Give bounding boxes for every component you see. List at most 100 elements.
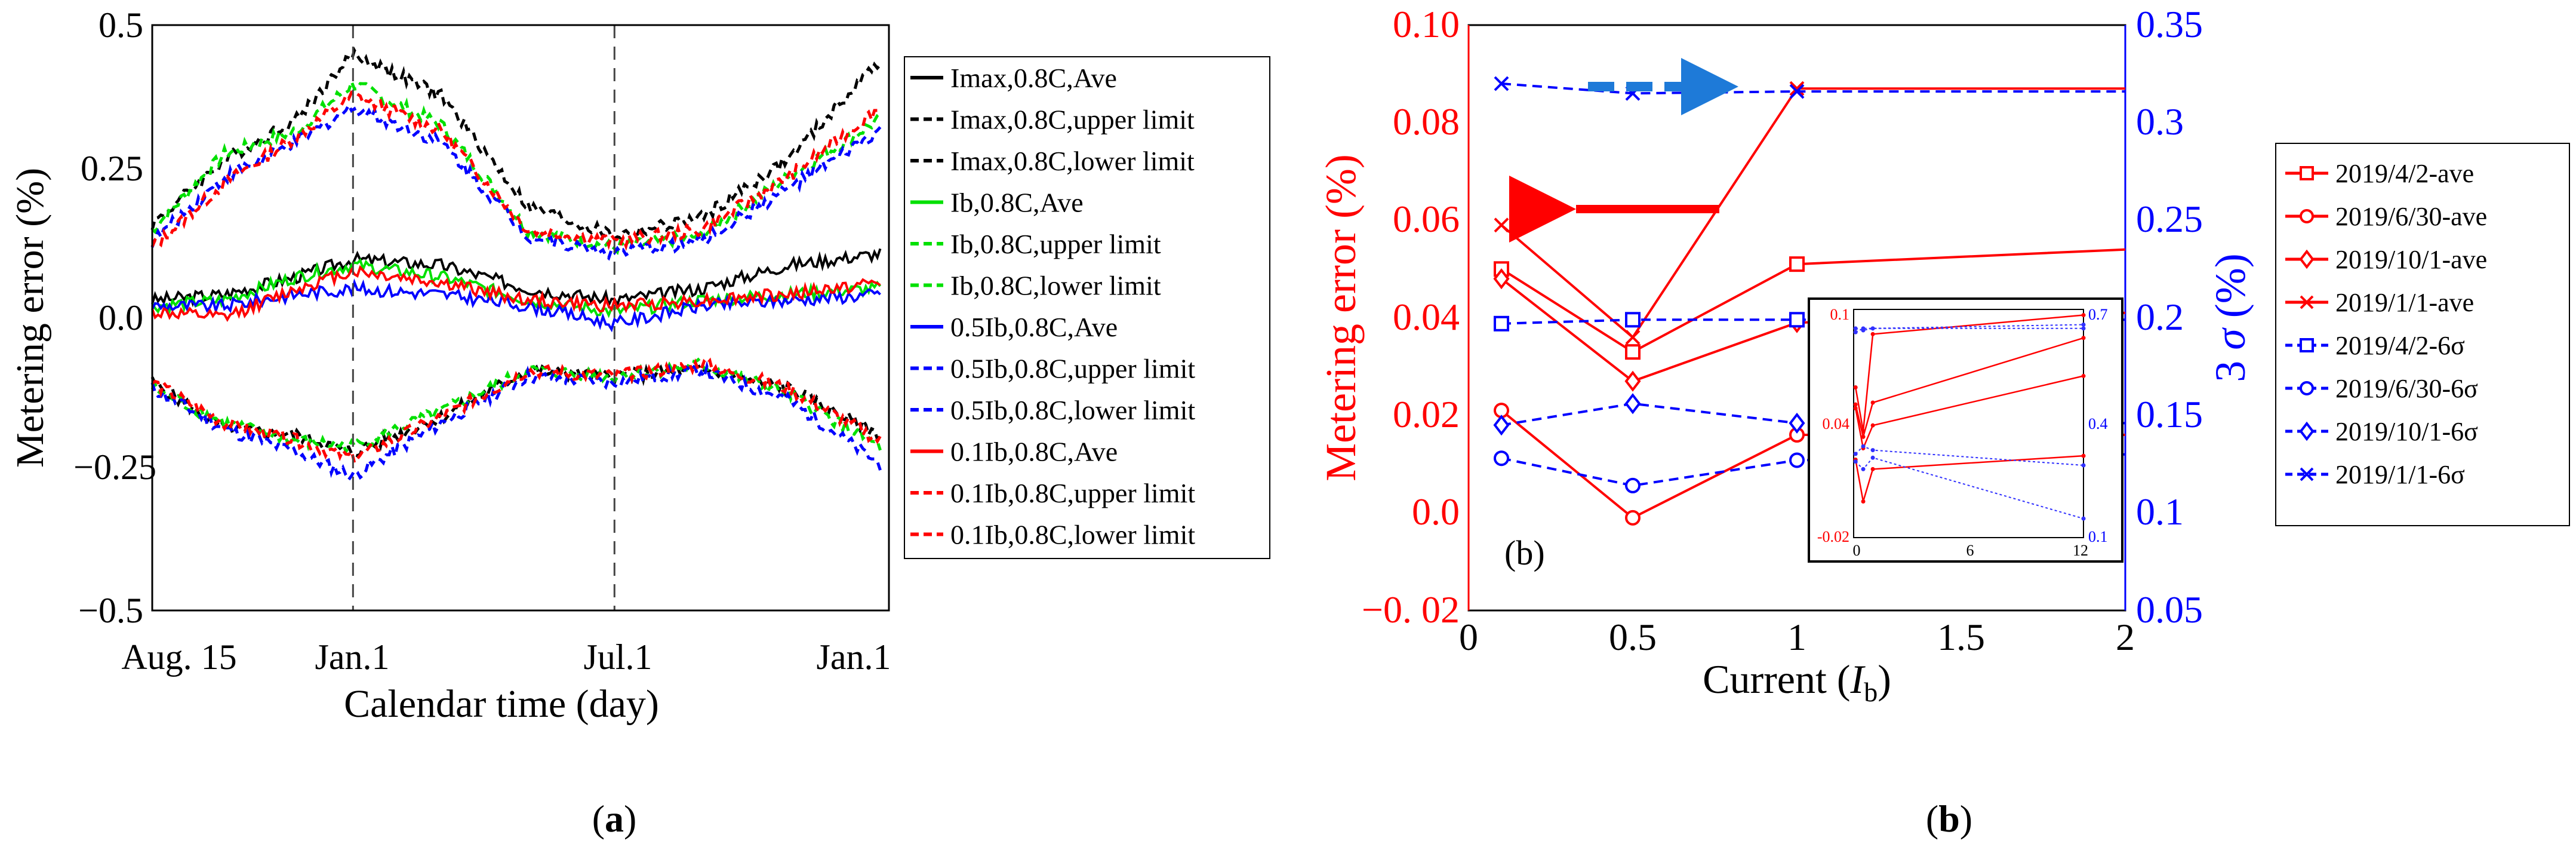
- inset-data-point: [2081, 516, 2086, 521]
- inset-data-point: [2081, 326, 2086, 331]
- panel-b-data-point: [1494, 76, 1509, 91]
- panel-b-ytick: −0. 02: [1362, 588, 1460, 631]
- panel-b-y2tick: 0.3: [2136, 100, 2184, 143]
- panel-b-data-point: [1789, 81, 1805, 96]
- panel-b-xtick: 0.5: [1609, 616, 1657, 658]
- panel-a-ytick: 0.5: [99, 5, 143, 45]
- inset-data-point: [2081, 322, 2086, 327]
- panel-b-ytick: 0.04: [1393, 296, 1460, 338]
- panel-a: 0.5 0.25 0.0 −0.25 −0.5 Aug. 15 Jan.1 Ju…: [8, 5, 1270, 840]
- panel-b-legend-label: 2019/10/1-6σ: [2335, 417, 2478, 446]
- inset-series-line: [1854, 337, 2084, 440]
- inset-y2tick: 0.1: [2088, 528, 2108, 545]
- panel-b-data-point: [1789, 412, 1805, 434]
- panel-b-data-point: [1625, 344, 1641, 360]
- inset-data-point: [1853, 402, 1858, 407]
- panel-b-series-line: [1501, 402, 2125, 426]
- panel-b-label: (b): [1926, 797, 1972, 840]
- panel-b-ylabel: Metering error (%): [1317, 154, 1365, 481]
- panel-b-legend-label: 2019/4/2-ave: [2335, 159, 2474, 188]
- inset-data-point: [1870, 332, 1875, 336]
- panel-a-legend-label: 0.1Ib,0.8C,lower limit: [950, 520, 1195, 550]
- panel-b-data-point: [1624, 393, 1641, 415]
- inset-data-point: [1861, 328, 1866, 333]
- panel-a-legend-label: 0.5Ib,0.8C,lower limit: [950, 395, 1195, 425]
- panel-a-legend-frame: [904, 56, 1270, 559]
- panel-a-xtick: Jul.1: [583, 637, 652, 677]
- inset-data-point: [1870, 467, 1875, 471]
- inset-ytick: 0.1: [1830, 306, 1850, 323]
- panel-a-ytick: −0.25: [73, 447, 156, 487]
- panel-b-legend-label: 2019/6/30-ave: [2335, 202, 2487, 231]
- panel-b-inset: 0.1 0.04 -0.02 0.7 0.4 0.1 0 6 12: [1808, 297, 2123, 563]
- inset-data-point: [2081, 336, 2086, 340]
- inset-series-line: [1854, 375, 2084, 451]
- inset-data-point: [2081, 373, 2086, 378]
- panel-b-series-line: [1501, 82, 2125, 95]
- panel-b-xtick: 0: [1459, 616, 1478, 658]
- panel-b-xlabel: Current (Ib): [1703, 656, 1891, 707]
- panel-b-inner-label: (b): [1504, 533, 1545, 572]
- panel-a-ytick: 0.0: [99, 298, 143, 337]
- panel-a-series-line: [150, 47, 882, 240]
- panel-a-legend-label: Ib,0.8C,lower limit: [950, 271, 1161, 301]
- panel-b-xtick: 1.5: [1937, 616, 1985, 658]
- panel-b-legend-label: 2019/4/2-6σ: [2335, 331, 2465, 360]
- panel-a-legend: Imax,0.8C,Ave Imax,0.8C,upper limit Imax,0…: [904, 56, 1270, 559]
- panel-b-legend-marker: [2300, 166, 2314, 180]
- panel-b-legend-marker: [2300, 467, 2314, 481]
- panel-b-data-point: [1494, 315, 1509, 332]
- panel-a-legend-label: Imax,0.8C,upper limit: [950, 105, 1195, 135]
- inset-y2tick: 0.7: [2088, 306, 2108, 323]
- panel-b-data-point: [1494, 450, 1509, 467]
- inset-data-point: [1861, 444, 1866, 449]
- panel-b-ytick: 0.02: [1393, 393, 1460, 435]
- inset-data-point: [1853, 326, 1858, 331]
- panel-b-xtick: 2: [2116, 616, 2135, 658]
- panel-a-series-group: [150, 47, 882, 483]
- panel-b-data-point: [1789, 452, 1805, 468]
- inset-xtick: 6: [1966, 542, 1974, 559]
- panel-b-data-point: [1625, 477, 1641, 493]
- panel-b-xtick: 1: [1787, 616, 1806, 658]
- inset-series-line: [1854, 455, 2084, 502]
- inset-y2tick: 0.4: [2088, 415, 2108, 432]
- panel-b-legend-label: 2019/6/30-6σ: [2335, 374, 2478, 403]
- inset-plot-frame: [1853, 309, 2084, 538]
- inset-ytick: 0.04: [1823, 415, 1850, 432]
- inset-data-point: [1853, 459, 1858, 464]
- panel-b-ytick: 0.06: [1393, 198, 1460, 240]
- panel-b-ytick: 0.08: [1393, 100, 1460, 143]
- inset-data-point: [1861, 429, 1866, 434]
- inset-data-point: [1861, 434, 1866, 439]
- panel-a-series-line: [151, 265, 881, 322]
- panel-b-legend-label: 2019/10/1-ave: [2335, 245, 2487, 274]
- panel-a-series-line: [150, 360, 882, 483]
- inset-data-point: [1853, 452, 1858, 456]
- panel-b-legend-frame: [2275, 143, 2570, 526]
- inset-series-line: [1854, 314, 2084, 431]
- panel-a-legend-label: Imax,0.8C,Ave: [950, 63, 1117, 93]
- panel-b-y2tick: 0.35: [2136, 3, 2203, 45]
- panel-b-data-point: [1624, 370, 1641, 392]
- panel-a-series-line: [151, 77, 882, 256]
- panel-b-y2tick: 0.15: [2136, 393, 2203, 435]
- panel-a-xtick: Jan.1: [315, 637, 390, 677]
- panel-a-legend-label: 0.5Ib,0.8C,upper limit: [950, 354, 1195, 384]
- panel-a-ylabel: Metering error (%): [8, 168, 52, 468]
- inset-data-point: [1861, 499, 1866, 504]
- inset-data-point: [1853, 385, 1858, 390]
- inset-data-point: [1853, 406, 1858, 411]
- panel-b-legend-marker: [2300, 381, 2314, 395]
- panel-b-data-point: [1625, 330, 1641, 345]
- panel-b-ytick: 0.0: [1412, 490, 1460, 533]
- panel-a-legend-label: 0.5Ib,0.8C,Ave: [950, 312, 1118, 342]
- panel-b-data-point: [1493, 268, 1510, 290]
- panel-a-xlabel: Calendar time (day): [344, 682, 659, 726]
- panel-b-data-point: [1493, 415, 1510, 436]
- inset-series-line: [1855, 446, 2084, 466]
- panel-a-label: (a): [592, 797, 637, 840]
- panel-a-legend-label: 0.1Ib,0.8C,Ave: [950, 437, 1118, 467]
- inset-series-group: [1853, 313, 2086, 521]
